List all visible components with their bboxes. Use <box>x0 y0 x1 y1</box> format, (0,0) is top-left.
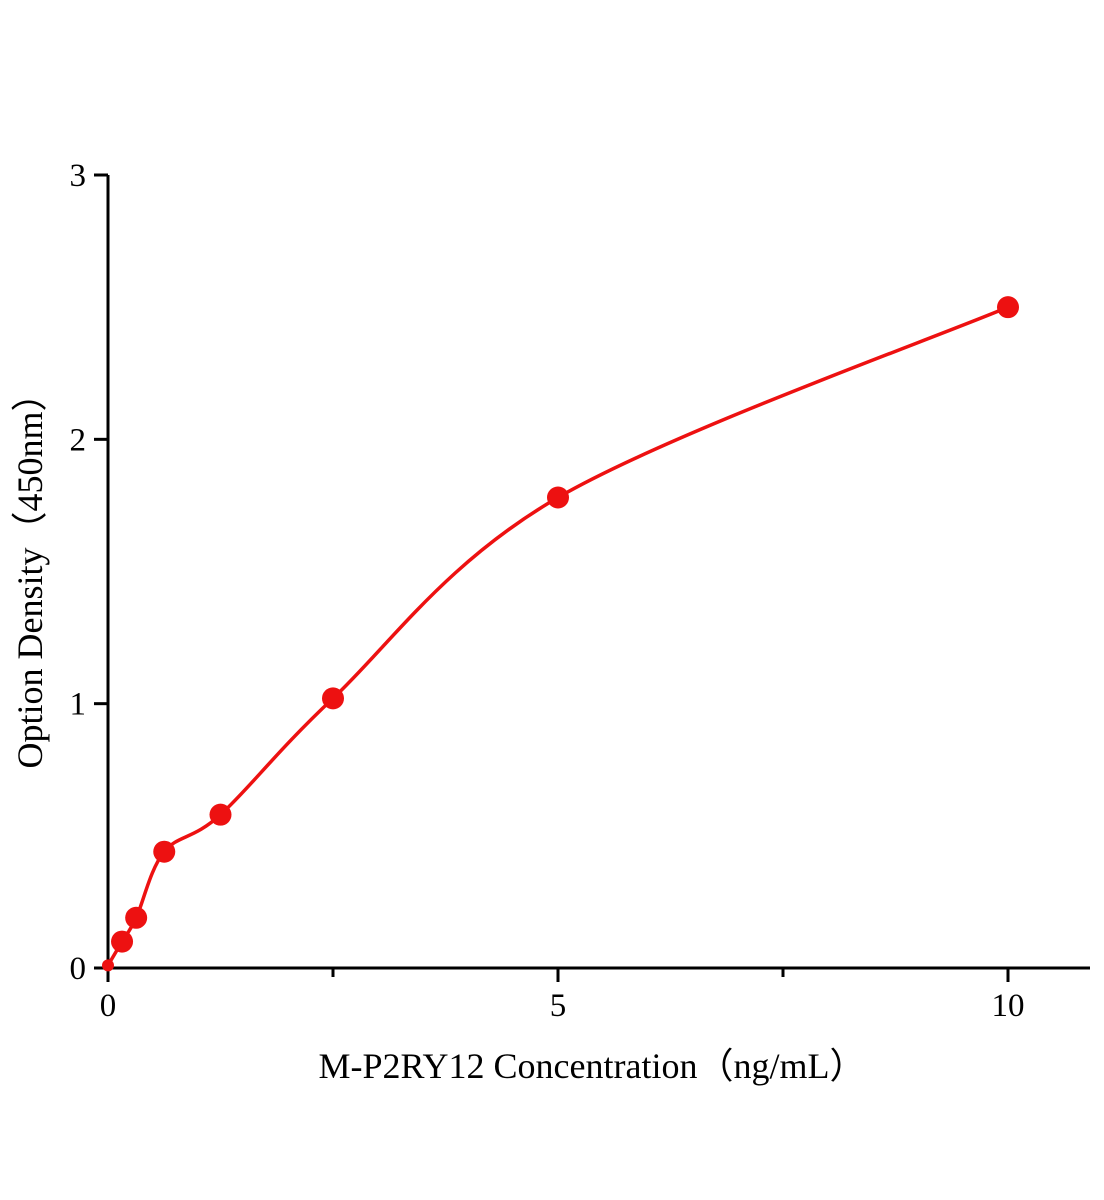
x-tick-label: 10 <box>992 988 1025 1024</box>
x-axis-title: M-P2RY12 Concentration（ng/mL） <box>319 1046 866 1086</box>
plot-group <box>102 296 1019 972</box>
data-point <box>322 687 344 710</box>
data-point <box>209 803 232 826</box>
data-point <box>547 486 569 509</box>
x-tick-label: 5 <box>550 988 567 1024</box>
axes-group: 0 5 10 0 1 2 3 <box>70 158 1090 1024</box>
y-tick-label: 2 <box>70 422 87 458</box>
y-axis-title: Option Density（450nm） <box>10 376 50 769</box>
y-tick-label: 1 <box>70 687 87 723</box>
x-tick-label: 0 <box>100 988 117 1024</box>
data-point <box>102 959 114 972</box>
data-point <box>111 930 134 953</box>
y-tick-label: 0 <box>70 951 87 987</box>
fit-curve <box>106 305 1010 968</box>
data-point <box>153 840 176 863</box>
y-tick-label: 3 <box>70 158 87 194</box>
data-point <box>997 296 1019 319</box>
data-point <box>125 906 148 929</box>
